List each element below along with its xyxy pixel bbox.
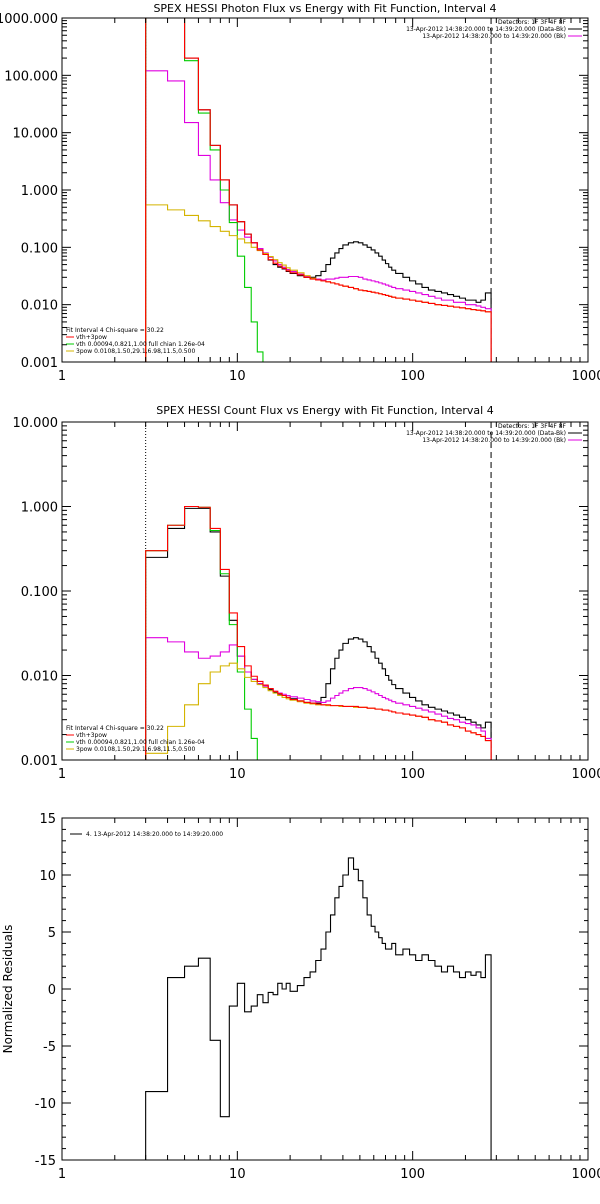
y-tick-label: 0.001 bbox=[21, 356, 58, 371]
y-tick-label: 1.000 bbox=[21, 184, 58, 199]
y-tick-label: 0.100 bbox=[21, 585, 58, 600]
y-tick-label: 10.000 bbox=[13, 127, 59, 142]
axes-frame bbox=[62, 18, 588, 362]
series-2-step-line bbox=[146, 507, 263, 761]
legend-bottom-entry: 3pow 0.0108,1.50,29.1,6.98,11.5,0.500 bbox=[76, 746, 195, 753]
y-tick-label: 15 bbox=[39, 812, 56, 827]
plot-area bbox=[146, 858, 491, 1160]
plot-area bbox=[146, 18, 491, 362]
x-tick-label: 100 bbox=[400, 767, 425, 782]
x-tick-label: 1000 bbox=[571, 369, 600, 384]
series-2-step-line bbox=[146, 18, 273, 362]
legend-bottom-entry: vth+3pow bbox=[76, 732, 107, 739]
x-tick-label: 1 bbox=[58, 369, 66, 384]
y-tick-label: 100.000 bbox=[4, 69, 58, 84]
y-tick-label: 0 bbox=[48, 983, 56, 998]
y-tick-label: 5 bbox=[48, 926, 56, 941]
y-tick-label: 0.010 bbox=[21, 670, 58, 685]
legend-bottom-entry: vth 0.00094,0.821,1.00 full chian 1.26e-… bbox=[76, 739, 205, 746]
legend-top-entry: 13-Apr-2012 14:38:20.000 to 14:39:20.000… bbox=[422, 437, 566, 444]
y-tick-label: -15 bbox=[35, 1154, 56, 1169]
x-tick-label: 10 bbox=[229, 1167, 246, 1182]
legend-bottom-entry: vth 0.00094,0.821,1.00 full chian 1.26e-… bbox=[76, 341, 205, 348]
x-tick-label: 1 bbox=[58, 1167, 66, 1182]
chart-title: SPEX HESSI Photon Flux vs Energy with Fi… bbox=[153, 2, 496, 15]
chart-title: SPEX HESSI Count Flux vs Energy with Fit… bbox=[156, 404, 493, 417]
legend-bottom-entry: vth+3pow bbox=[76, 334, 107, 341]
y-tick-label: 0.010 bbox=[21, 299, 58, 314]
legend-top-entry: 13-Apr-2012 14:38:20.000 to 14:39:20.000… bbox=[406, 430, 566, 437]
chart-2: SPEX HESSI Count Flux vs Energy with Fit… bbox=[13, 404, 600, 782]
series-0-step-line bbox=[146, 508, 491, 760]
y-tick-label: 1000.000 bbox=[0, 12, 58, 27]
series-4-step-line bbox=[146, 205, 491, 362]
x-tick-label: 100 bbox=[400, 1167, 425, 1182]
legend-bottom-entry: 3pow 0.0108,1.50,29.1,6.98,11.5,0.500 bbox=[76, 348, 195, 355]
legend-top-entry: 13-Apr-2012 14:38:20.000 to 14:39:20.000… bbox=[422, 33, 566, 40]
legend-bottom-entry: Fit Interval 4 Chi-square = 30.22 bbox=[66, 725, 164, 732]
legend-top-entry: 13-Apr-2012 14:38:20.000 to 14:39:20.000… bbox=[406, 26, 566, 33]
y-axis-label: Normalized Residuals bbox=[1, 925, 15, 1054]
chart-3: 1 10 100 1000 15 10 5 0 -5 -10 -15 Normalized Resid… bbox=[1, 812, 600, 1182]
y-tick-label: 0.100 bbox=[21, 241, 58, 256]
chart-1: SPEX HESSI Photon Flux vs Energy with Fi… bbox=[0, 2, 600, 384]
series-3-step-line bbox=[146, 507, 491, 761]
y-tick-label: -5 bbox=[43, 1040, 56, 1055]
legend-top-entry: Detectors: 1F 3F 4F 8F bbox=[498, 19, 567, 26]
axes-frame bbox=[62, 422, 588, 760]
x-tick-label: 1000 bbox=[571, 1167, 600, 1182]
y-tick-label: -10 bbox=[35, 1097, 56, 1112]
series-3-step-line bbox=[146, 18, 491, 362]
y-tick-label: 0.001 bbox=[21, 754, 58, 769]
x-tick-label: 1000 bbox=[571, 767, 600, 782]
series-0-step-line bbox=[146, 858, 491, 1160]
x-tick-label: 100 bbox=[400, 369, 425, 384]
y-tick-label: 10.000 bbox=[13, 416, 59, 431]
plot-area bbox=[146, 422, 491, 760]
x-tick-label: 1 bbox=[58, 767, 66, 782]
y-tick-label: 10 bbox=[39, 869, 56, 884]
series-1-step-line bbox=[146, 71, 491, 362]
series-0-step-line bbox=[146, 18, 491, 362]
legend-top-entry: Detectors: 1F 3F 4F 8F bbox=[498, 423, 567, 430]
x-tick-label: 10 bbox=[229, 369, 246, 384]
legend-bottom-entry: Fit Interval 4 Chi-square = 30.22 bbox=[66, 327, 164, 334]
x-tick-label: 10 bbox=[229, 767, 246, 782]
legend-entry: 4. 13-Apr-2012 14:38:20.000 to 14:39:20.… bbox=[86, 831, 223, 838]
y-tick-label: 1.000 bbox=[21, 501, 58, 516]
axes-frame bbox=[62, 818, 588, 1160]
